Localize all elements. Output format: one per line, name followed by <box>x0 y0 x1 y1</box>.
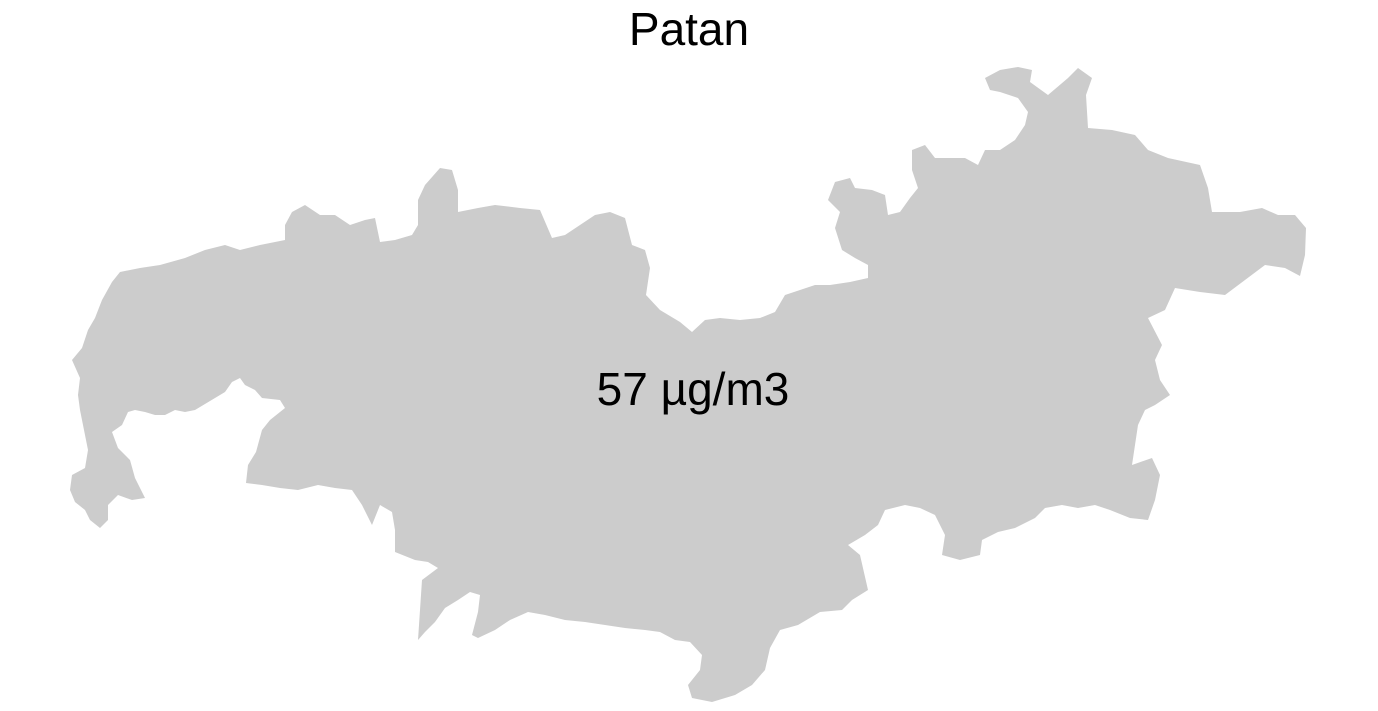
map-title: Patan <box>628 3 750 55</box>
pollution-value-label: 57 µg/m3 <box>596 363 790 415</box>
patan-district-shape <box>70 67 1306 702</box>
